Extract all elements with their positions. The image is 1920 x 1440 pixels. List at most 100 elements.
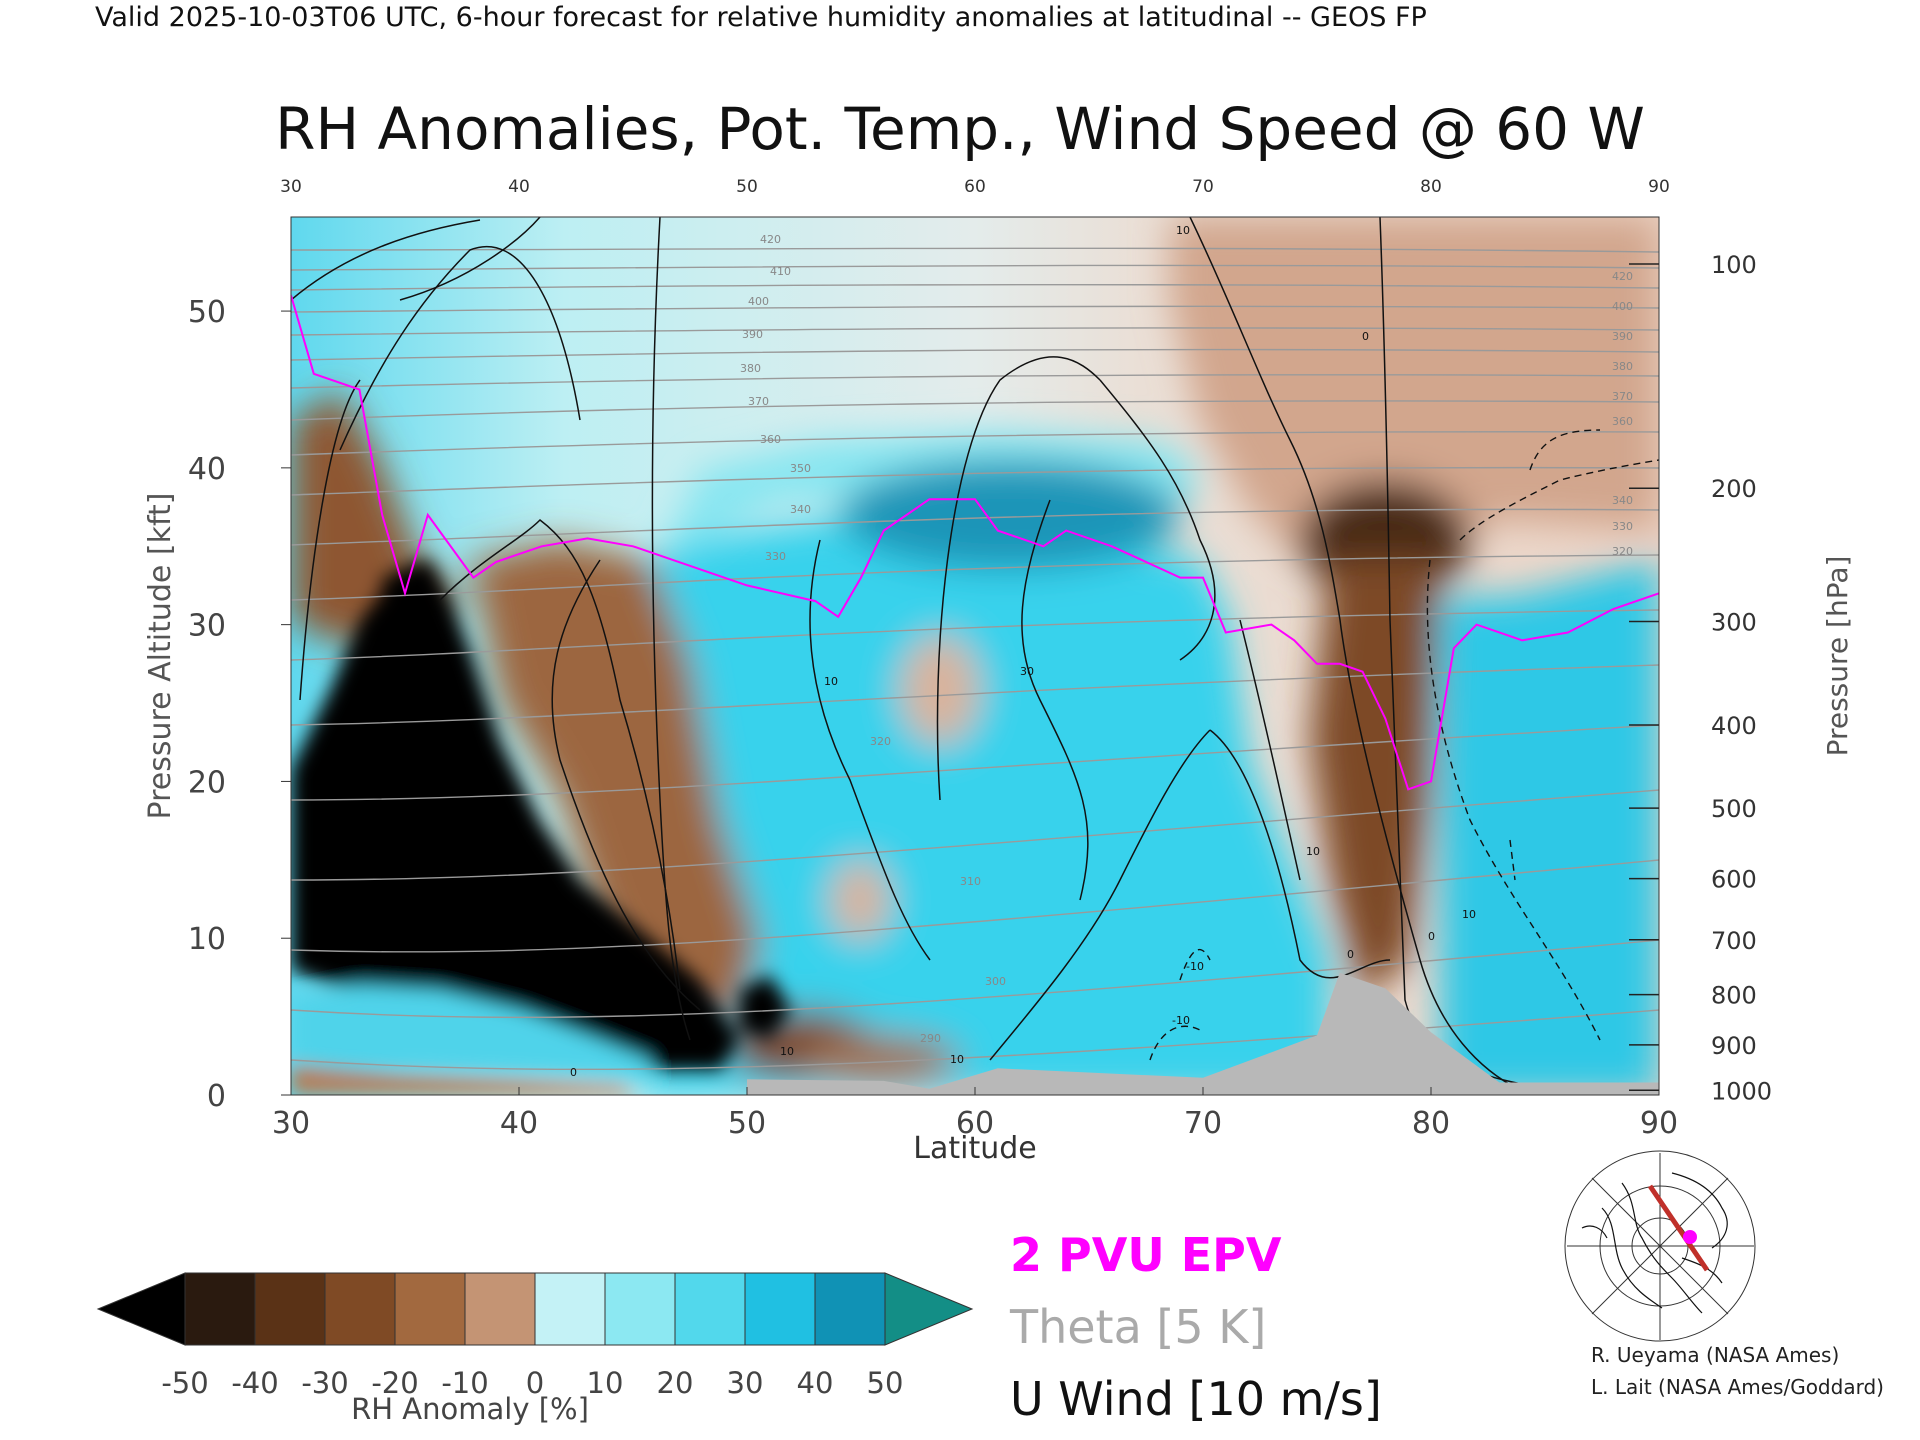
pressure-tick-label: 1000 (1711, 1077, 1772, 1105)
x-top-tick-label: 90 (1648, 177, 1670, 197)
theta-label: 420 (1612, 270, 1633, 283)
colorbar-over-arrow (884, 1272, 974, 1346)
y-axis-right: 100 200 300 400 500 600 700 800 900 1000 (1629, 251, 1772, 1105)
x-axis-bottom: 30 40 50 60 70 80 90 (272, 1087, 1678, 1141)
colorbar-tick-label: 40 (797, 1366, 834, 1400)
y-axis-left-label: Pressure Altitude [kft] (143, 493, 178, 820)
x-axis-top: 30 40 50 60 70 80 90 (280, 177, 1670, 197)
wind-label: 0 (1428, 930, 1435, 943)
pressure-tick-label: 400 (1711, 712, 1757, 740)
pressure-tick-label: 900 (1711, 1032, 1757, 1060)
colorbar-tick-label: -50 (161, 1366, 208, 1400)
colorbar-swatch (394, 1272, 466, 1346)
colorbar-swatch (254, 1272, 326, 1346)
colorbar-tick-label: 50 (867, 1366, 904, 1400)
theta-label: 380 (1612, 360, 1633, 373)
theta-label: 410 (770, 265, 791, 278)
pressure-tick-label: 500 (1711, 795, 1757, 823)
y-tick-label: 10 (188, 922, 226, 957)
y-tick-label: 0 (207, 1079, 226, 1114)
pressure-tick-label: 700 (1711, 927, 1757, 955)
theta-label: 390 (742, 328, 763, 341)
theta-label: 290 (920, 1032, 941, 1045)
x-tick-label: 50 (728, 1106, 766, 1141)
theta-label: 300 (985, 975, 1006, 988)
legend-epv: 2 PVU EPV (1010, 1228, 1282, 1282)
x-tick-label: 90 (1640, 1106, 1678, 1141)
colorbar-swatch (184, 1272, 256, 1346)
chart-title: RH Anomalies, Pot. Temp., Wind Speed @ 6… (275, 95, 1645, 163)
pressure-tick-label: 200 (1711, 475, 1757, 503)
colorbar-swatch (744, 1272, 816, 1346)
validity-header: Valid 2025-10-03T06 UTC, 6-hour forecast… (95, 2, 1427, 33)
theta-label: 400 (748, 295, 769, 308)
credit-line-2: L. Lait (NASA Ames/Goddard) (1591, 1375, 1884, 1399)
x-top-tick-label: 40 (508, 177, 530, 197)
wind-label: 0 (1362, 330, 1369, 343)
x-top-tick-label: 70 (1192, 177, 1214, 197)
contour-label-layer: 420 410 400 390 380 370 360 350 340 330 … (740, 233, 1633, 1045)
x-top-tick-label: 60 (964, 177, 986, 197)
theta-label: 390 (1612, 330, 1633, 343)
pressure-tick-label: 100 (1711, 251, 1757, 279)
credit-line-1: R. Ueyama (NASA Ames) (1591, 1343, 1840, 1367)
y-tick-label: 40 (188, 452, 226, 487)
wind-label: 10 (1462, 908, 1476, 921)
y-tick-label: 20 (188, 765, 226, 800)
epv-2pvu-line (291, 295, 1659, 791)
wind-label: 10 (1306, 845, 1320, 858)
y-axis-right-label: Pressure [hPa] (1821, 556, 1854, 757)
theta-label: 400 (1612, 300, 1633, 313)
y-axis-left: 0 10 20 30 40 50 (188, 295, 291, 1114)
colorbar-tick-label: -30 (301, 1366, 348, 1400)
theta-label: 350 (790, 462, 811, 475)
colorbar-swatch (324, 1272, 396, 1346)
colorbar-tick-label: -40 (231, 1366, 278, 1400)
x-top-tick-label: 80 (1420, 177, 1442, 197)
wind-label: 10 (1176, 224, 1190, 237)
theta-label: 320 (1612, 545, 1633, 558)
wind-label: -10 (1172, 1014, 1190, 1027)
theta-label: 380 (740, 362, 761, 375)
colorbar-swatch (604, 1272, 676, 1346)
u-wind-negative-contours (1149, 429, 1659, 1061)
x-axis-label: Latitude (913, 1131, 1036, 1166)
legend-theta: Theta [5 K] (1010, 1300, 1267, 1354)
colorbar: -50 -40 -30 -20 -10 0 10 20 30 40 50 (96, 1272, 974, 1400)
colorbar-under-arrow (96, 1272, 186, 1346)
y-tick-label: 50 (188, 295, 226, 330)
colorbar-label: RH Anomaly [%] (351, 1392, 589, 1426)
colorbar-swatch (534, 1272, 606, 1346)
wind-label: 0 (1347, 948, 1354, 961)
theta-label: 330 (765, 550, 786, 563)
colorbar-tick-label: 20 (657, 1366, 694, 1400)
colorbar-tick-label: -20 (371, 1366, 418, 1400)
wind-label: -10 (1186, 960, 1204, 973)
x-tick-label: 60 (956, 1106, 994, 1141)
colorbar-swatch (464, 1272, 536, 1346)
wind-label: 0 (570, 1066, 577, 1079)
legend-u-wind: U Wind [10 m/s] (1010, 1372, 1382, 1426)
x-tick-label: 40 (500, 1106, 538, 1141)
x-tick-label: 70 (1184, 1106, 1222, 1141)
pressure-tick-label: 800 (1711, 982, 1757, 1010)
section-point-marker (1683, 1230, 1697, 1244)
theta-label: 420 (760, 233, 781, 246)
theta-label: 340 (1612, 494, 1633, 507)
wind-label: 30 (1020, 665, 1034, 678)
x-tick-label: 30 (272, 1106, 310, 1141)
x-top-tick-label: 50 (736, 177, 758, 197)
theta-label: 360 (1612, 415, 1633, 428)
colorbar-swatch (814, 1272, 886, 1346)
theta-label: 330 (1612, 520, 1633, 533)
theta-label: 370 (748, 395, 769, 408)
terrain-mask (747, 972, 1659, 1095)
wind-label-layer: 10 0 10 30 10 0 0 10 -10 -10 10 10 0 (570, 224, 1476, 1079)
colorbar-tick-label: 10 (587, 1366, 624, 1400)
theta-label: 340 (790, 503, 811, 516)
theta-label: 360 (760, 433, 781, 446)
pressure-tick-label: 600 (1711, 866, 1757, 894)
wind-label: 10 (824, 675, 838, 688)
section-line-marker (1647, 1184, 1710, 1272)
